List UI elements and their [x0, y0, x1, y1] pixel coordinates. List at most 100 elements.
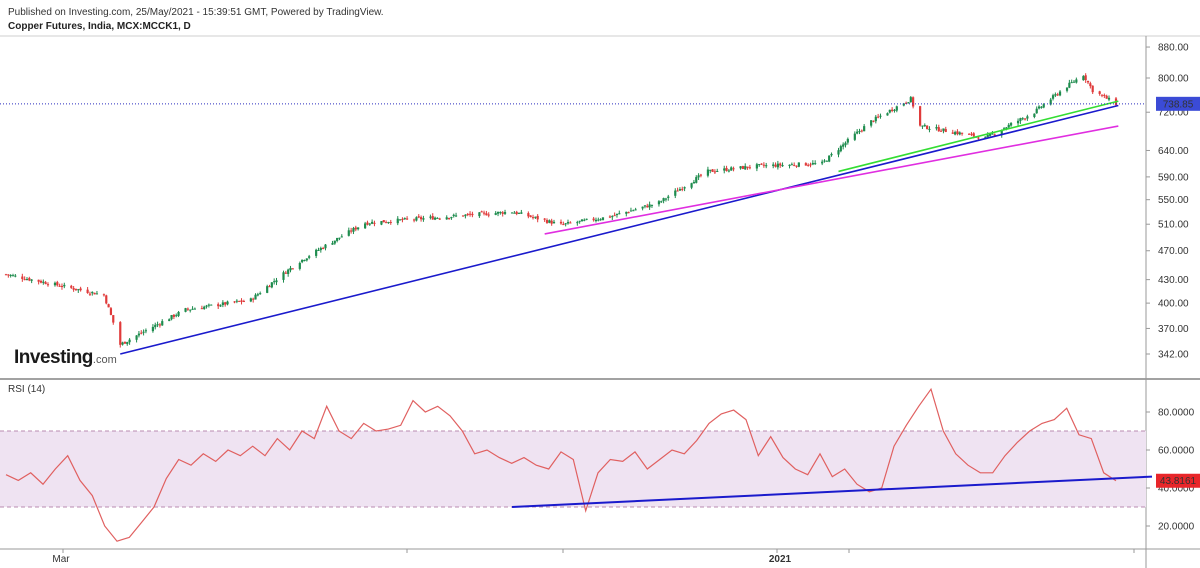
candle-down: [501, 212, 504, 214]
candle-up: [336, 237, 339, 241]
candle-up: [811, 162, 814, 165]
candle-up: [249, 298, 252, 302]
candle-up: [454, 215, 458, 217]
candle-up: [893, 109, 896, 111]
candle-down: [373, 222, 376, 224]
candle-down: [905, 102, 908, 104]
candle-up: [984, 136, 987, 139]
candle-up: [303, 260, 306, 262]
candle-up: [357, 227, 360, 230]
candle-up: [1082, 76, 1085, 81]
candle-up: [9, 274, 12, 276]
candle-up: [331, 243, 334, 245]
last-price-badge: [1156, 96, 1200, 111]
candle-down: [993, 134, 996, 136]
rsi-line: [5, 387, 1117, 542]
candle-down: [240, 300, 243, 302]
candle-down: [1100, 94, 1104, 96]
candle-down: [531, 217, 535, 219]
candle-down: [592, 218, 595, 221]
candle-down: [284, 272, 287, 274]
candle-down: [940, 130, 943, 132]
candle-down: [711, 169, 714, 172]
candle-up: [942, 128, 945, 131]
candle-up: [776, 163, 779, 168]
candle-up: [1005, 127, 1008, 129]
price-trendline-magenta: [544, 125, 1119, 235]
candle-down: [382, 220, 385, 223]
candle-up: [576, 222, 579, 224]
candle-up: [837, 150, 840, 155]
candle-down: [956, 131, 959, 135]
candle-down: [550, 220, 553, 224]
candle-down: [140, 332, 143, 334]
candle-up: [886, 113, 889, 116]
candle-up: [692, 181, 696, 184]
candle-down: [807, 164, 810, 166]
rsi-value-badge: [1156, 473, 1200, 488]
rsi-tick-label: 20.0000: [1158, 522, 1195, 533]
candle-up: [175, 315, 178, 317]
candle-down: [412, 219, 416, 221]
candle-up: [821, 161, 824, 164]
candle-up: [844, 142, 847, 146]
candle-down: [354, 227, 357, 230]
candle-down: [70, 285, 73, 288]
candle-up: [53, 282, 57, 286]
candle-down: [322, 248, 325, 250]
candle-up: [1075, 79, 1078, 83]
candle-up: [1035, 108, 1038, 114]
candle-up: [657, 201, 661, 205]
candle-up: [513, 212, 516, 214]
candle-up: [953, 132, 957, 135]
candle-up: [287, 269, 290, 274]
candle-up: [371, 221, 374, 224]
price-tick-label: 342.00: [1158, 350, 1189, 361]
candle-up: [552, 221, 556, 224]
last-price-badge-text: 738.85: [1163, 99, 1194, 110]
candle-up: [235, 300, 238, 302]
candle-up: [305, 258, 308, 261]
candle-up: [660, 201, 663, 203]
candle-up: [1009, 123, 1013, 126]
candle-up: [1072, 81, 1076, 83]
candle-up: [716, 170, 719, 172]
candle-down: [972, 133, 975, 137]
candle-up: [629, 210, 633, 212]
rsi-tick-label: 60.0000: [1158, 446, 1195, 457]
candle-down: [1089, 83, 1092, 87]
candle-down: [559, 221, 563, 224]
candle-up: [403, 218, 406, 220]
candle-down: [471, 213, 474, 216]
candle-down: [529, 215, 532, 217]
candle-up: [790, 164, 793, 166]
candle-down: [242, 301, 245, 303]
candle-up: [678, 189, 682, 191]
candle-down: [385, 222, 388, 224]
candle-down: [44, 282, 47, 285]
candle-down: [238, 300, 241, 302]
candle-down: [967, 133, 971, 135]
candle-down: [58, 285, 61, 287]
candle-up: [1058, 91, 1062, 96]
candle-down: [405, 218, 409, 220]
candle-up: [170, 315, 173, 320]
candle-down: [21, 276, 24, 280]
candle-up: [825, 160, 828, 162]
candle-up: [986, 134, 989, 137]
price-trendline-blue: [120, 104, 1119, 355]
candle-up: [744, 166, 747, 170]
candle-up: [1037, 106, 1041, 109]
candle-down: [268, 286, 271, 288]
candle-down: [699, 174, 703, 176]
price-tick-label: 800.00: [1158, 74, 1189, 85]
candle-up: [599, 219, 602, 221]
candle-up: [347, 230, 350, 236]
candle-up: [333, 240, 336, 244]
candle-down: [860, 130, 863, 132]
candle-down: [233, 301, 236, 303]
candle-down: [389, 221, 392, 223]
candle-up: [273, 281, 276, 283]
candle-up: [396, 218, 399, 224]
